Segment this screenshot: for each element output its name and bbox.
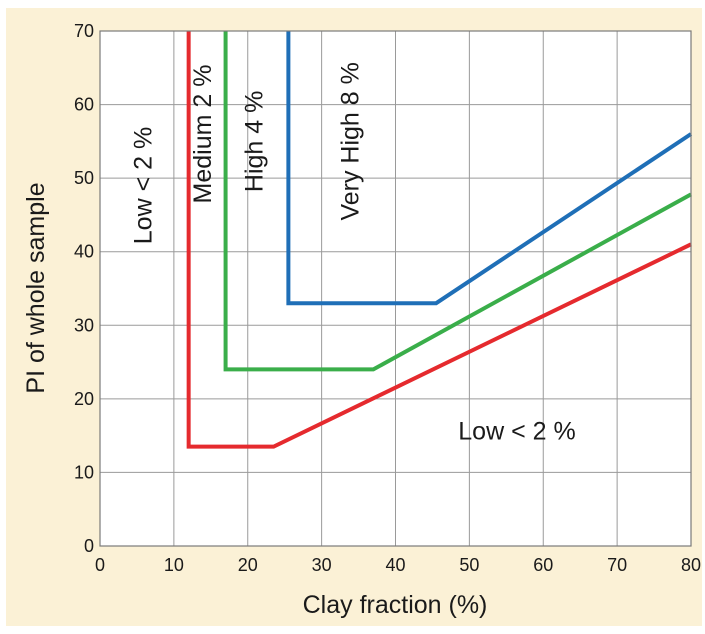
y-tick-label: 20 [74, 389, 94, 409]
series-lines [186, 31, 693, 449]
series-line-1 [186, 31, 692, 449]
zone-annotations: Low < 2 % Medium 2 % High 4 % Very High 8 %… [130, 62, 576, 445]
x-tick-label: 50 [459, 555, 479, 575]
x-axis-title: Clay fraction (%) [303, 591, 488, 619]
x-tick-label: 70 [607, 555, 627, 575]
y-tick-label: 40 [74, 242, 94, 262]
zone-label-3: High 4 % [241, 91, 269, 192]
x-tick-label: 30 [312, 555, 332, 575]
zone-label-2: Medium 2 % [189, 65, 217, 204]
y-tick-label: 60 [74, 95, 94, 115]
x-tick-label: 40 [385, 555, 405, 575]
zone-label-1: Low < 2 % [130, 127, 158, 244]
y-tick-labels: 0 10 20 30 40 50 60 70 [74, 21, 94, 556]
y-tick-label: 0 [84, 536, 94, 556]
y-axis-title: PI of whole sample [22, 182, 50, 393]
x-tick-label: 80 [681, 555, 701, 575]
y-tick-label: 30 [74, 315, 94, 335]
x-tick-label: 20 [238, 555, 258, 575]
x-tick-labels: 0 10 20 30 40 50 60 70 80 [95, 555, 701, 575]
zone-label-5: Low < 2 % [458, 417, 575, 445]
series-line-3 [286, 31, 693, 306]
x-tick-label: 10 [164, 555, 184, 575]
x-tick-label: 60 [533, 555, 553, 575]
zone-label-4: Very High 8 % [337, 62, 365, 220]
y-tick-label: 70 [74, 21, 94, 41]
y-tick-label: 50 [74, 168, 94, 188]
plot-border [99, 30, 692, 547]
series-line-2 [223, 31, 692, 372]
x-tick-label: 0 [95, 555, 105, 575]
y-tick-label: 10 [74, 462, 94, 482]
